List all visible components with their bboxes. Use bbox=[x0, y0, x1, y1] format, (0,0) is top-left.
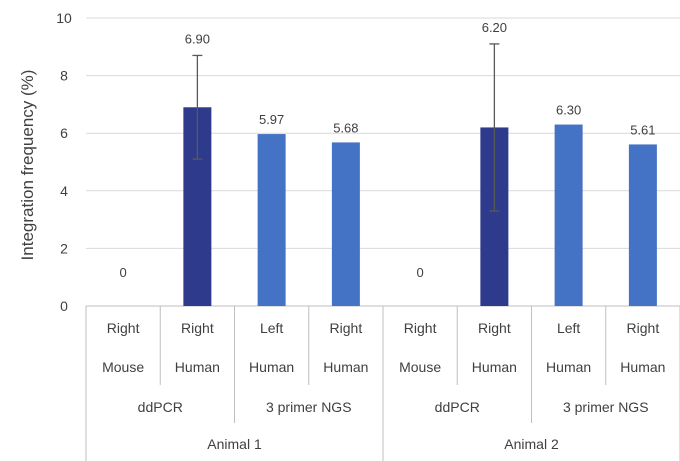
data-label: 6.30 bbox=[556, 103, 581, 118]
x-category-species: Human bbox=[323, 359, 368, 375]
bar bbox=[331, 142, 360, 306]
y-tick-label: 6 bbox=[60, 125, 68, 141]
data-label: 6.90 bbox=[185, 31, 210, 46]
data-label: 0 bbox=[417, 265, 424, 280]
data-label: 5.68 bbox=[333, 120, 358, 135]
data-label: 0 bbox=[120, 265, 127, 280]
x-category-side: Left bbox=[557, 320, 580, 336]
y-tick-label: 10 bbox=[56, 10, 72, 26]
x-category-side: Right bbox=[107, 320, 140, 336]
y-axis-label: Integration frequency (%) bbox=[18, 70, 37, 261]
x-category-species: Mouse bbox=[399, 359, 441, 375]
x-group-method: ddPCR bbox=[435, 399, 480, 415]
y-tick-label: 4 bbox=[60, 183, 68, 199]
x-group-method: ddPCR bbox=[138, 399, 183, 415]
x-category-side: Right bbox=[627, 320, 660, 336]
bar bbox=[554, 124, 583, 306]
y-tick-label: 8 bbox=[60, 68, 68, 84]
bar bbox=[257, 134, 286, 306]
x-category-side: Right bbox=[181, 320, 214, 336]
x-category-side: Right bbox=[404, 320, 437, 336]
x-category-side: Right bbox=[478, 320, 511, 336]
x-category-species: Human bbox=[175, 359, 220, 375]
x-axis-categories: Right Mouse Right Human Left Human Right Human R… bbox=[85, 306, 680, 461]
x-group-method: 3 primer NGS bbox=[266, 399, 352, 415]
data-label: 5.97 bbox=[259, 112, 284, 127]
x-category-species: Mouse bbox=[102, 359, 144, 375]
data-label: 5.61 bbox=[630, 122, 655, 137]
y-tick-label: 2 bbox=[60, 240, 68, 256]
x-category-species: Human bbox=[472, 359, 517, 375]
x-group-method: 3 primer NGS bbox=[563, 399, 649, 415]
bars bbox=[183, 107, 657, 306]
data-label: 6.20 bbox=[482, 20, 507, 35]
y-axis-ticks: 0 2 4 6 8 10 bbox=[56, 10, 72, 314]
x-group-animal: Animal 2 bbox=[504, 436, 559, 452]
x-category-species: Human bbox=[249, 359, 294, 375]
x-category-side: Left bbox=[260, 320, 283, 336]
x-group-animal: Animal 1 bbox=[207, 436, 262, 452]
x-category-species: Human bbox=[620, 359, 665, 375]
y-tick-label: 0 bbox=[60, 298, 68, 314]
bar bbox=[628, 144, 657, 306]
x-category-side: Right bbox=[330, 320, 363, 336]
error-bars bbox=[192, 43, 500, 212]
x-category-species: Human bbox=[546, 359, 591, 375]
data-labels: 0 6.90 5.97 5.68 0 6.20 6.30 5.61 bbox=[120, 20, 656, 280]
gridlines bbox=[86, 17, 680, 307]
